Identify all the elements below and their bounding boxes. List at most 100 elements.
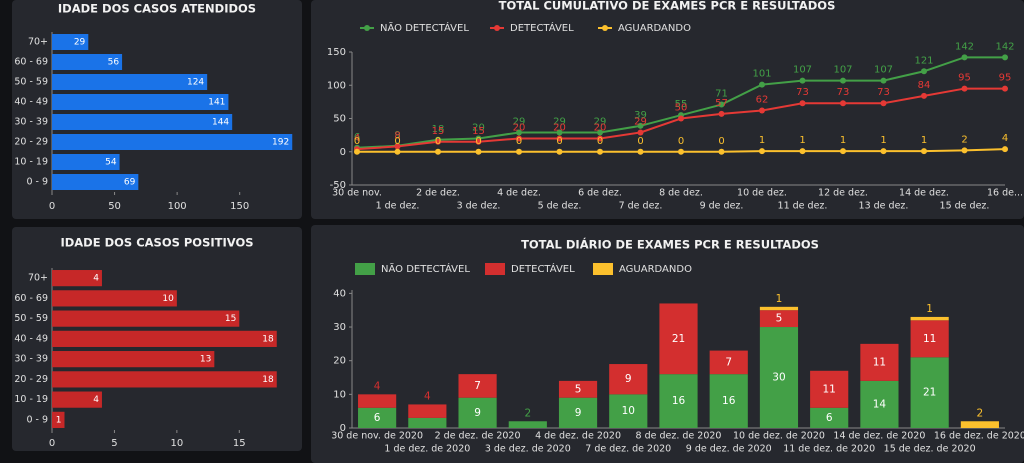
value-label: 8	[394, 130, 400, 141]
value-label: 95	[958, 73, 971, 84]
value-label: 107	[793, 65, 812, 76]
legend-label: NÃO DETECTÁVEL	[380, 21, 469, 34]
value-label: 6	[374, 412, 381, 424]
value-label: 1	[840, 135, 846, 146]
point	[394, 148, 401, 155]
point	[921, 92, 927, 99]
y-tick-label: 150	[327, 47, 346, 58]
value-label: 144	[212, 118, 229, 128]
x-tick-label: 9 de dez. de 2020	[686, 444, 772, 455]
point	[880, 148, 887, 155]
x-tick-label: 4 de dez. de 2020	[535, 431, 621, 442]
y-tick-label: 70+	[28, 273, 48, 284]
value-label: 142	[955, 41, 974, 52]
x-tick-label: 10 de dez.	[737, 188, 787, 199]
y-tick-label: 10 - 19	[14, 157, 48, 168]
value-label: 2	[961, 134, 967, 145]
value-label: 142	[995, 41, 1014, 52]
value-label: 20	[553, 122, 566, 133]
point	[718, 110, 725, 117]
bar	[52, 411, 65, 428]
point	[597, 129, 603, 136]
value-label: 124	[187, 78, 204, 88]
y-tick-label: 50	[333, 114, 346, 125]
legend-swatch	[355, 263, 375, 275]
point	[678, 148, 684, 155]
value-label: 192	[272, 138, 289, 148]
point	[840, 148, 846, 155]
point	[961, 85, 968, 92]
value-label: 14	[873, 398, 887, 410]
bar-segment	[810, 370, 849, 408]
x-tick-label: 150	[230, 201, 249, 212]
bar	[52, 174, 139, 190]
point	[1002, 85, 1008, 92]
bar	[52, 134, 293, 150]
value-label: 9	[575, 407, 582, 419]
x-tick-label: 16 de...	[987, 188, 1023, 199]
y-tick-label: 0	[340, 147, 346, 158]
bar	[52, 270, 102, 287]
y-tick-label: 30 - 39	[14, 117, 48, 128]
value-label: 18	[262, 375, 274, 385]
bar	[52, 54, 123, 70]
point	[597, 148, 603, 155]
y-tick-label: 60 - 69	[14, 57, 48, 68]
value-label: 9	[625, 373, 632, 385]
point	[556, 129, 563, 136]
x-tick-label: 0	[49, 201, 55, 212]
y-tick-label: 40 - 49	[14, 333, 48, 344]
y-tick-label: 20 - 29	[14, 137, 48, 148]
bar	[52, 290, 177, 307]
point	[516, 135, 522, 142]
bar	[52, 154, 120, 170]
x-tick-label: 15 de dez.	[940, 201, 990, 212]
value-label: 101	[752, 69, 771, 80]
value-label: 15	[472, 126, 485, 137]
value-label: 0	[435, 136, 441, 147]
point	[961, 54, 968, 61]
x-tick-label: 3 de dez. de 2020	[485, 444, 571, 455]
value-label: 39	[634, 110, 647, 121]
bar-segment	[358, 394, 397, 408]
panel	[311, 0, 1024, 219]
value-label: 2	[524, 407, 531, 419]
value-label: 107	[833, 65, 852, 76]
legend-dot	[602, 25, 608, 31]
value-label: 4	[374, 380, 381, 392]
point	[880, 77, 887, 84]
x-tick-label: 11 de dez.	[778, 201, 828, 212]
point	[678, 115, 684, 122]
y-tick-label: 70+	[28, 37, 48, 48]
bar	[52, 371, 277, 388]
value-label: 10	[162, 294, 174, 304]
value-label: 7	[474, 380, 481, 392]
point	[394, 143, 401, 150]
bar-segment	[910, 316, 949, 321]
value-label: 1	[759, 135, 765, 146]
y-tick-label: -50	[330, 180, 346, 191]
point	[759, 148, 765, 155]
value-label: 107	[874, 65, 893, 76]
chart-title: TOTAL CUMULATIVO DE EXAMES PCR E RESULTA…	[499, 0, 836, 13]
bar-segment	[709, 374, 748, 428]
legend-dot	[364, 25, 370, 31]
point	[516, 129, 522, 136]
bar-segment	[508, 421, 547, 428]
y-tick-label: 100	[327, 80, 346, 91]
y-tick-label: 0	[340, 423, 346, 434]
y-tick-label: 60 - 69	[14, 293, 48, 304]
point	[921, 148, 927, 155]
point	[516, 148, 522, 155]
point	[921, 68, 927, 75]
point	[880, 100, 887, 107]
value-label: 29	[513, 116, 526, 127]
bar-segment	[458, 397, 497, 428]
value-label: 0	[354, 136, 360, 147]
x-tick-label: 1 de dez.	[376, 201, 420, 212]
point	[840, 77, 846, 84]
x-tick-label: 2 de dez.	[416, 188, 460, 199]
y-tick-label: 50 - 59	[14, 313, 48, 324]
x-tick-label: 50	[108, 201, 121, 212]
value-label: 29	[74, 38, 86, 48]
